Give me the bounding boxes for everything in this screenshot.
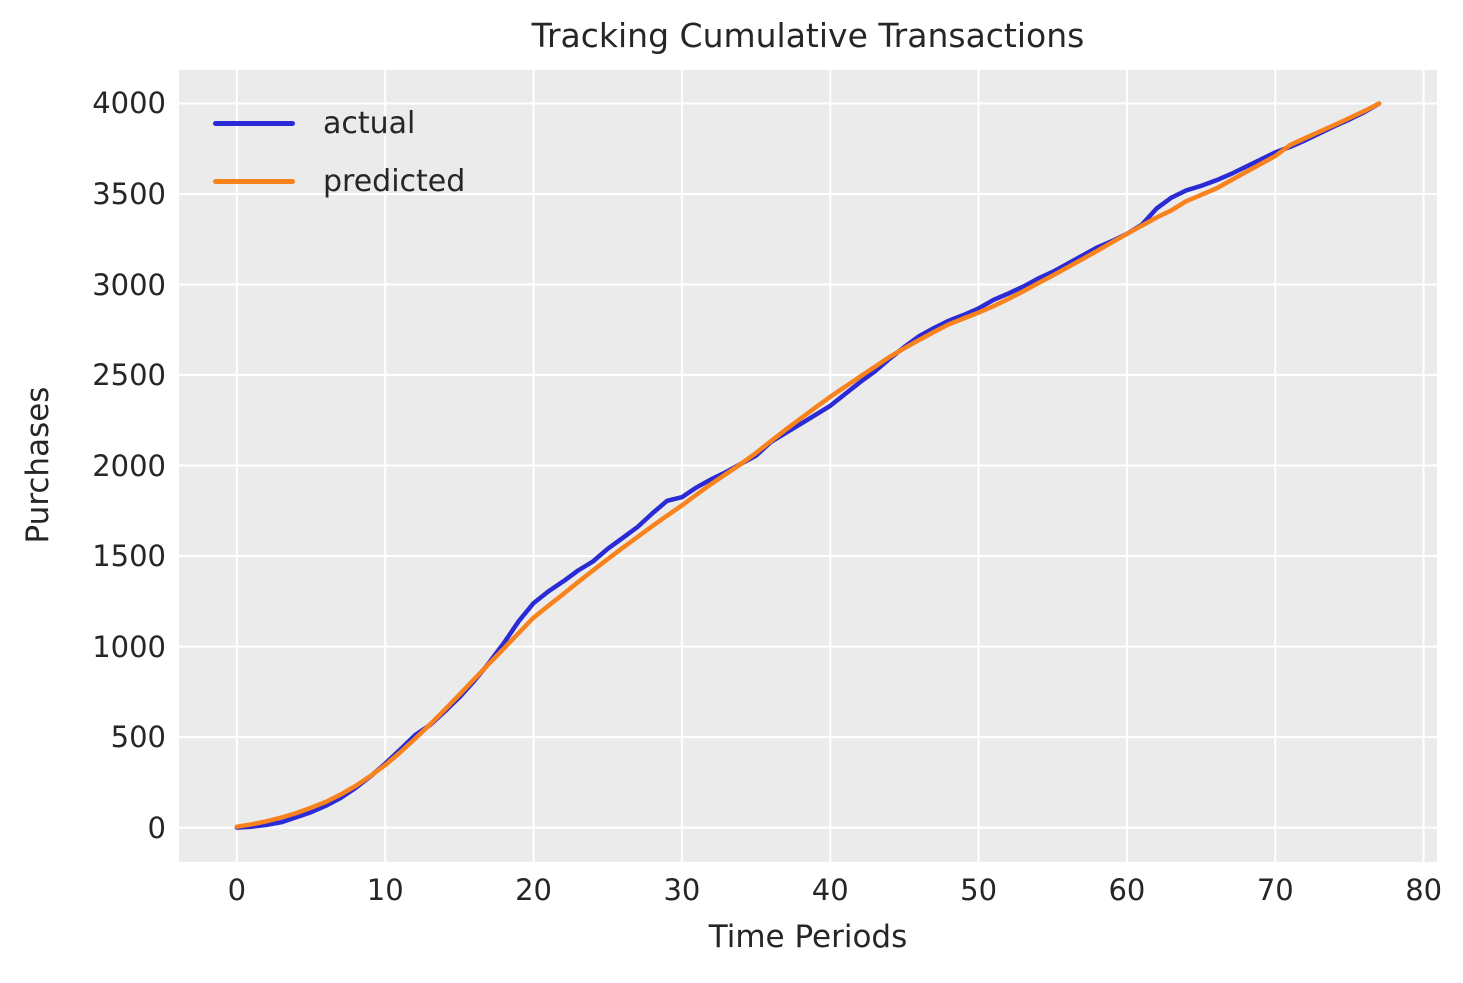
x-tick-label: 70 xyxy=(1256,873,1294,907)
predicted-line-swatch xyxy=(213,178,295,184)
y-tick-label: 3500 xyxy=(92,177,166,211)
x-tick-label: 60 xyxy=(1108,873,1146,907)
actual-line-swatch xyxy=(213,120,295,126)
legend-item-predicted: predicted xyxy=(213,152,465,210)
chart-title: Tracking Cumulative Transactions xyxy=(531,16,1085,55)
legend: actual predicted xyxy=(213,94,465,210)
x-tick-label: 30 xyxy=(663,873,701,907)
y-tick-label: 0 xyxy=(147,810,166,845)
y-tick-label: 2000 xyxy=(92,448,166,483)
series-lines xyxy=(234,101,1382,830)
y-tick-label: 500 xyxy=(110,720,166,755)
x-tick-label: 0 xyxy=(227,873,247,907)
y-tick-label: 4000 xyxy=(92,86,166,121)
y-tick-label: 3000 xyxy=(92,267,166,302)
gridlines xyxy=(179,70,1437,862)
x-tick-label: 10 xyxy=(366,873,404,907)
y-tick-label: 1500 xyxy=(92,539,166,574)
y-tick-label: 1000 xyxy=(92,629,166,664)
x-tick-label: 20 xyxy=(515,873,552,907)
x-tick-label: 40 xyxy=(811,873,849,907)
x-tick-label: 80 xyxy=(1405,873,1443,907)
legend-label-predicted: predicted xyxy=(323,163,466,199)
predicted-line xyxy=(234,101,1382,829)
y-tick-label: 2500 xyxy=(92,358,166,393)
legend-label-actual: actual xyxy=(323,105,416,141)
x-axis-label: Time Periods xyxy=(708,919,908,955)
x-tick-label: 50 xyxy=(960,873,998,907)
legend-item-actual: actual xyxy=(213,94,465,152)
